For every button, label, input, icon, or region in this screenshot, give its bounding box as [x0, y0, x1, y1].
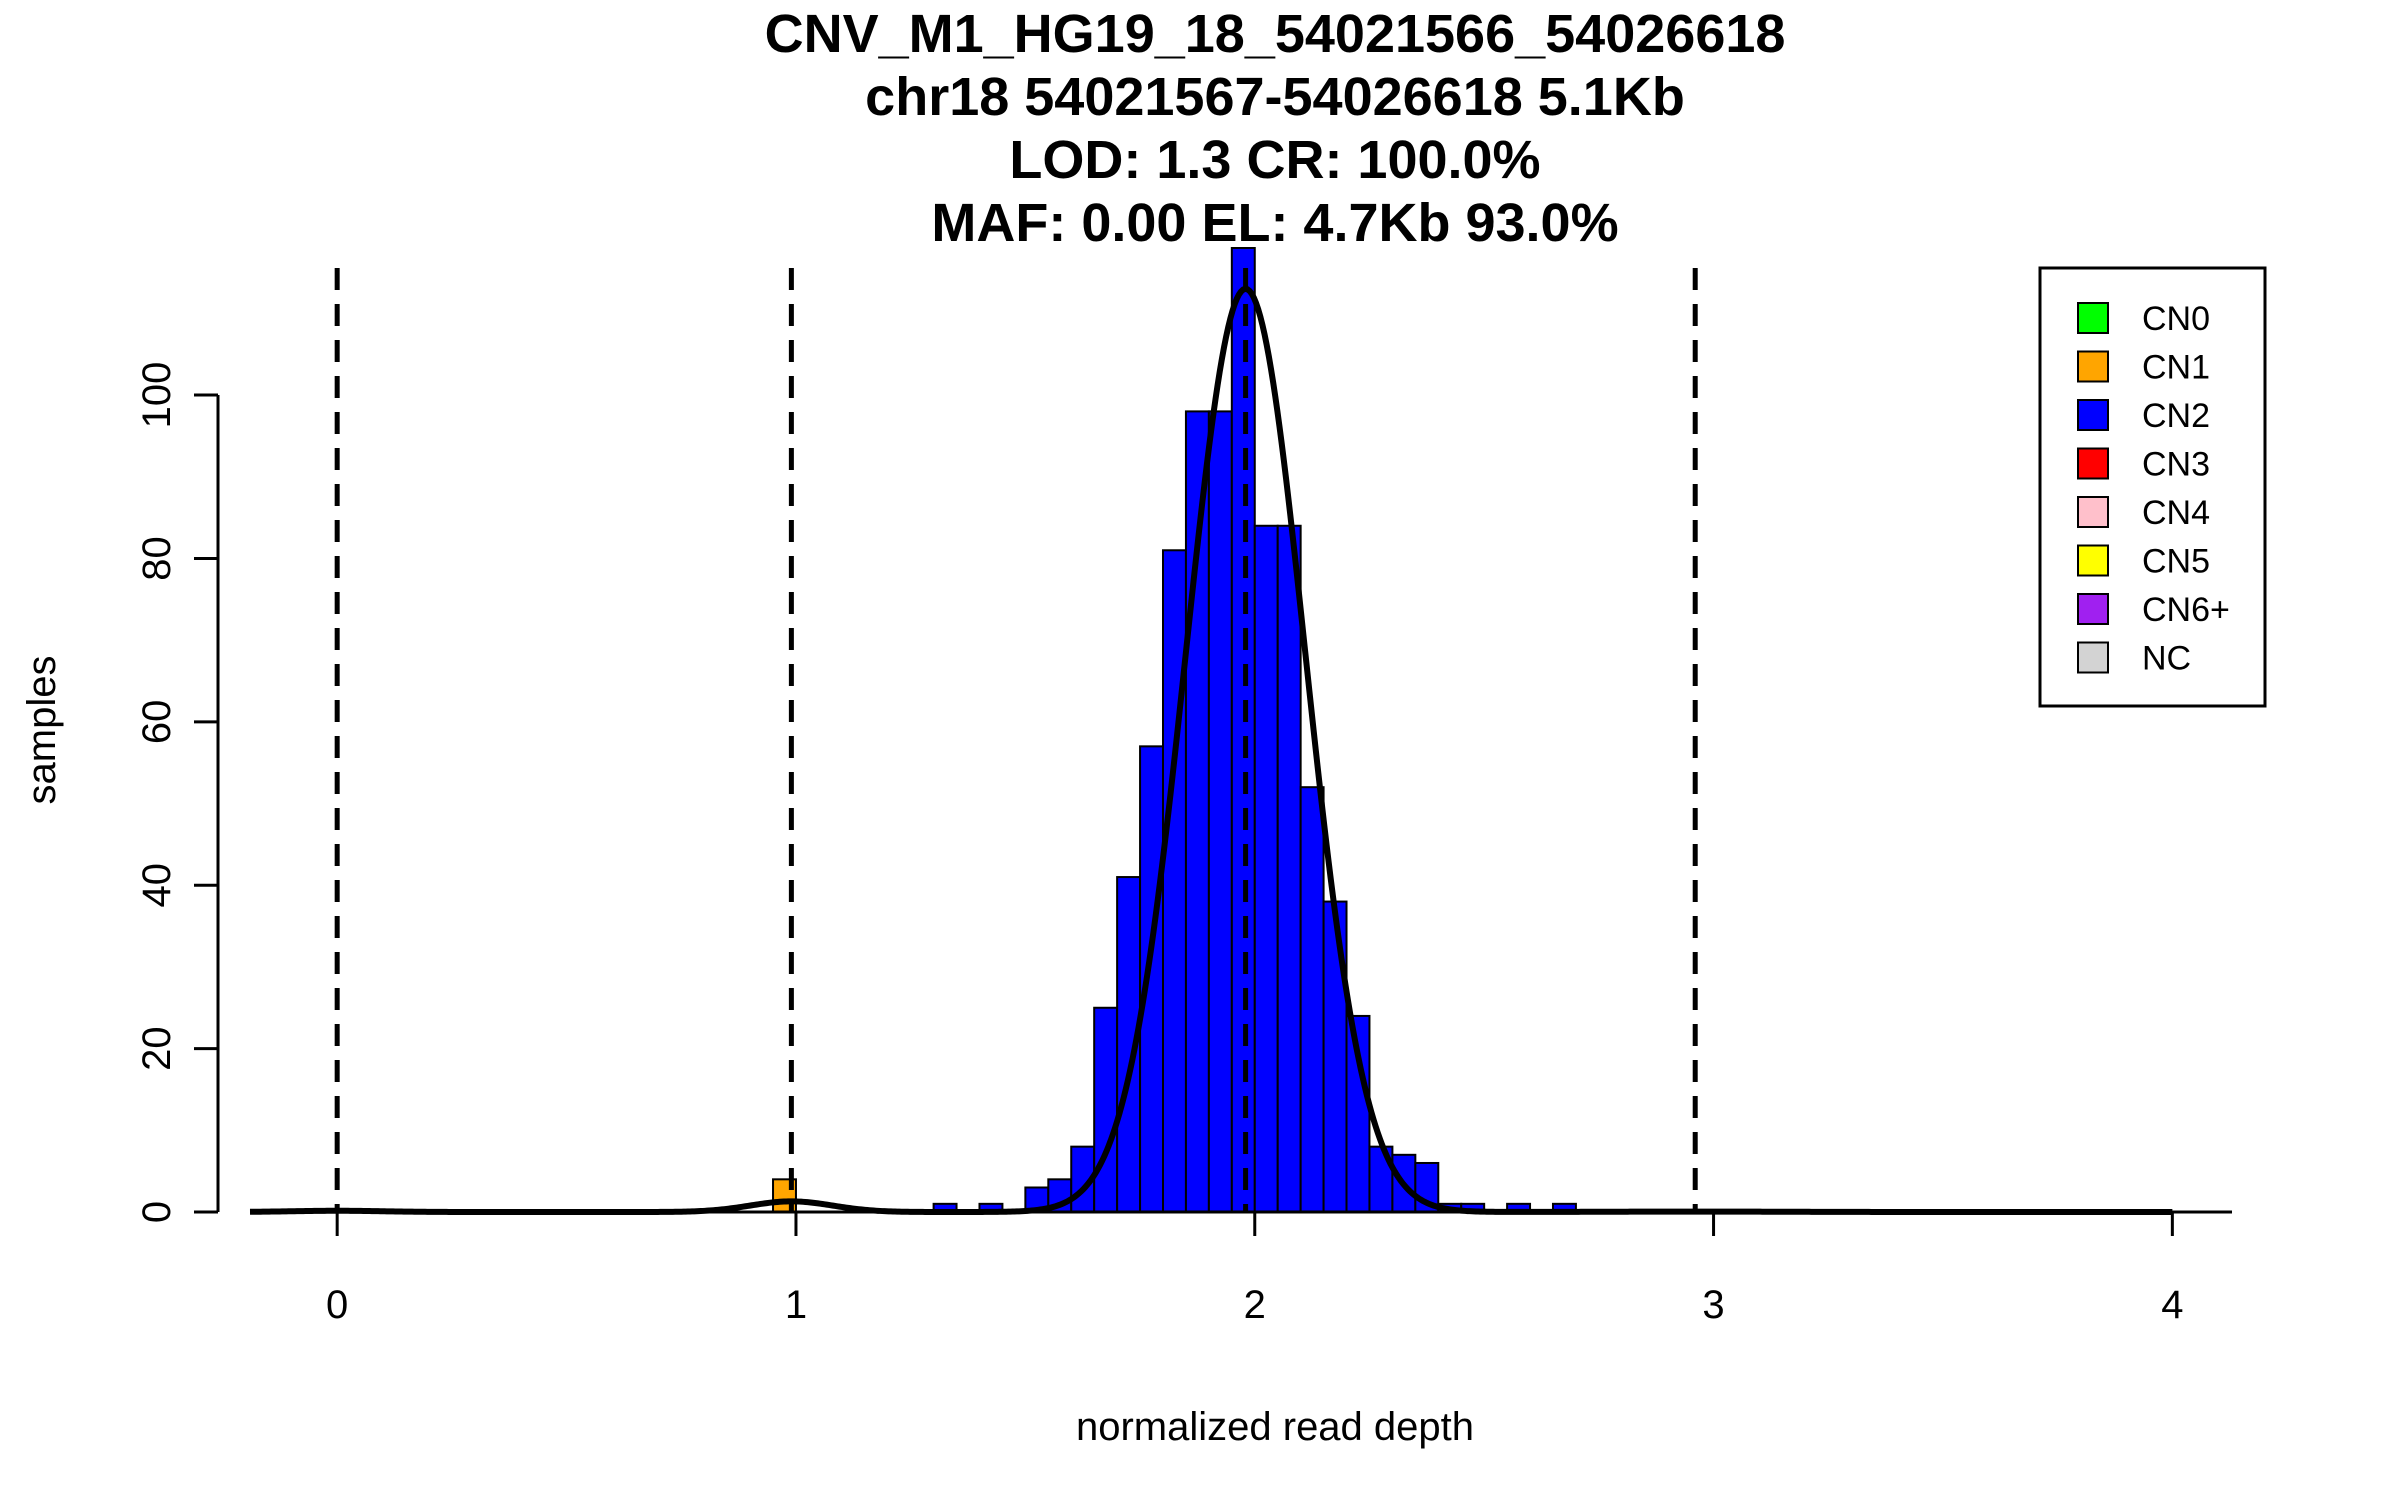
legend-label-cn2: CN2	[2142, 397, 2210, 435]
legend-swatch-cn4	[2077, 496, 2109, 528]
x-tick-label-3: 3	[1702, 1283, 1724, 1327]
x-axis-label: normalized read depth	[1076, 1405, 1474, 1449]
chart-title: CNV_M1_HG19_18_54021566_54026618 chr18 5…	[765, 4, 1786, 253]
bar-cn2-5	[1093, 1006, 1119, 1213]
y-axis-label: samples	[20, 656, 64, 805]
legend-label-cn1: CN1	[2142, 349, 2210, 387]
bar-cn2-8	[1162, 549, 1187, 1213]
legend-label-cn6plus: CN6+	[2142, 591, 2230, 629]
copy-number-boundaries	[334, 268, 1698, 1212]
y-tick-label-1: 20	[135, 1026, 179, 1071]
bar-cn2-7	[1139, 745, 1165, 1213]
y-tick-label-2: 40	[135, 863, 179, 908]
bar-cn2-13	[1276, 524, 1302, 1213]
legend-label-cn3: CN3	[2142, 446, 2210, 484]
legend: CN0 CN1 CN2 CN3 CN4 CN5 CN6+ NC	[2038, 266, 2267, 708]
title-line-1: CNV_M1_HG19_18_54021566_54026618	[765, 4, 1786, 64]
legend-swatch-cn1	[2077, 350, 2109, 383]
histogram-bars	[772, 247, 1577, 1214]
title-line-3: LOD: 1.3 CR: 100.0%	[1009, 130, 1540, 190]
legend-label-cn0: CN0	[2142, 300, 2210, 338]
y-tick-label-0: 0	[135, 1201, 179, 1223]
x-tick-label-1: 1	[785, 1283, 807, 1327]
legend-box	[2038, 266, 2267, 708]
x-tick-label-2: 2	[1244, 1283, 1266, 1327]
y-tick-label-4: 80	[135, 536, 179, 581]
legend-swatch-cn0	[2077, 302, 2109, 334]
legend-label-cn5: CN5	[2142, 543, 2210, 581]
bar-cn2-15	[1322, 900, 1348, 1213]
legend-label-cn4: CN4	[2142, 494, 2210, 532]
y-tick-label-5: 100	[135, 362, 179, 429]
legend-swatch-cn6plus	[2077, 593, 2109, 625]
x-tick-label-0: 0	[326, 1283, 348, 1327]
title-line-2: chr18 54021567-54026618 5.1Kb	[865, 67, 1685, 127]
legend-swatch-nc	[2077, 641, 2109, 674]
bar-cn2-14	[1299, 786, 1325, 1214]
legend-swatch-cn3	[2077, 447, 2109, 480]
x-tick-label-4: 4	[2161, 1283, 2183, 1327]
legend-label-nc: NC	[2142, 640, 2191, 678]
y-tick-label-3: 60	[135, 700, 179, 745]
legend-swatch-cn2	[2077, 399, 2109, 431]
legend-swatch-cn5	[2077, 544, 2109, 577]
title-line-4: MAF: 0.00 EL: 4.7Kb 93.0%	[931, 193, 1618, 253]
bar-cn2-12	[1253, 524, 1279, 1213]
bar-cn2-10	[1207, 410, 1233, 1213]
